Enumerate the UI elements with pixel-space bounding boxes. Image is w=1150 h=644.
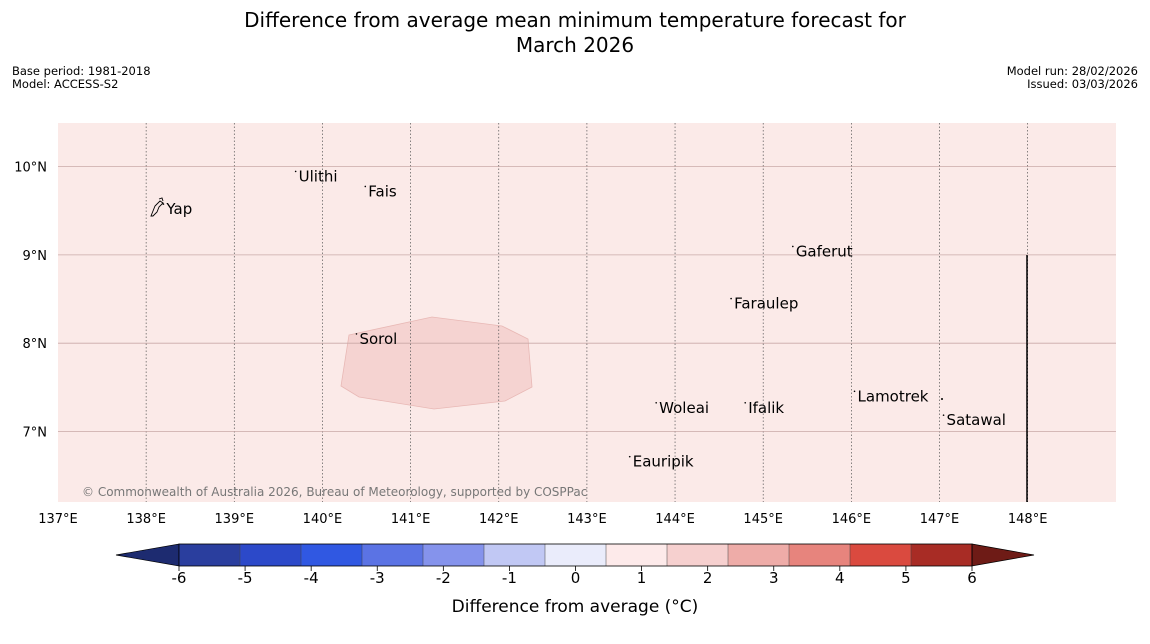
latitude-tick-labels: 7°N 8°N 9°N 10°N: [14, 161, 47, 441]
lon-tick-label: 147°E: [920, 512, 960, 527]
colorbar: -6 -5 -4 -3 -2 -1 0 1 2 3 4 5 6 Difference from aver…: [115, 543, 1035, 617]
colorbar-label: Difference from average (°C): [452, 597, 699, 617]
title-line-1: Difference from average mean minimum tem…: [244, 8, 906, 32]
colorbar-tick-label: -6: [172, 569, 187, 587]
place-label: Ifalik: [748, 399, 784, 417]
place-marker: [655, 401, 657, 404]
lon-tick-label: 143°E: [567, 512, 607, 527]
colorbar-cell: [301, 544, 363, 566]
lon-tick-label: 142°E: [479, 512, 519, 527]
lon-tick-label: 148°E: [1008, 512, 1048, 527]
colorbar-cell: [789, 544, 851, 566]
colorbar-tick-label: -5: [238, 569, 253, 587]
colorbar-cell: [423, 544, 485, 566]
colorbar-cell: [484, 544, 546, 566]
place-marker: [294, 170, 297, 173]
colorbar-cell: [179, 544, 241, 566]
place-label: Faraulep: [734, 295, 798, 313]
colorbar-tick-label: -3: [370, 569, 385, 587]
copyright-text: © Commonwealth of Australia 2026, Bureau…: [82, 485, 587, 499]
lat-tick-label: 9°N: [23, 249, 48, 264]
place-marker: [628, 455, 631, 458]
place-label: Sorol: [359, 330, 397, 348]
colorbar-tick-label: 5: [901, 569, 911, 587]
lon-tick-label: 137°E: [38, 512, 78, 527]
anomaly-region: [340, 316, 533, 410]
place-label: Ulithi: [299, 167, 338, 185]
lon-tick-label: 141°E: [391, 512, 431, 527]
place-marker: [942, 414, 945, 416]
colorbar-cell: [606, 544, 668, 566]
colorbar-under-arrow: [115, 543, 180, 567]
lon-tick-label: 144°E: [655, 512, 695, 527]
colorbar-over-arrow: [971, 543, 1035, 567]
yap-island-outline: [150, 197, 164, 217]
place-label: Gaferut: [796, 242, 853, 260]
place-marker: [853, 390, 856, 393]
colorbar-cell: [240, 544, 302, 566]
longitude-tick-labels: 137°E 138°E 139°E 140°E 141°E 142°E 143°E 144°E…: [38, 512, 1047, 527]
place-marker: [744, 401, 747, 404]
colorbar-cells: [179, 544, 973, 566]
colorbar-tick-label: 0: [571, 569, 581, 587]
place-marker: [162, 203, 165, 205]
base-period: Base period: 1981-2018: [12, 64, 151, 78]
lon-tick-label: 140°E: [303, 512, 343, 527]
colorbar-tick-label: -1: [502, 569, 517, 587]
colorbar-cell: [667, 544, 729, 566]
meta-left: Base period: 1981-2018 Model: ACCESS-S2: [12, 65, 151, 91]
title-line-2: March 2026: [515, 33, 635, 57]
colorbar-tick-label: -2: [436, 569, 451, 587]
colorbar-cell: [728, 544, 790, 566]
place-label: Yap: [165, 200, 192, 218]
lon-tick-label: 139°E: [215, 512, 255, 527]
place-label: Woleai: [659, 399, 709, 417]
issued-date: Issued: 03/03/2026: [1027, 77, 1138, 91]
colorbar-tick-label: 4: [835, 569, 845, 587]
colorbar-cell: [850, 544, 912, 566]
place-marker: [364, 185, 367, 188]
place-label: Fais: [368, 182, 397, 200]
place-label: Eauripik: [633, 453, 694, 471]
lat-tick-label: 7°N: [23, 426, 48, 441]
lat-tick-label: 8°N: [23, 337, 48, 352]
colorbar-tick-label: -4: [304, 569, 319, 587]
colorbar-tick-label: 6: [967, 569, 977, 587]
place-marker: [355, 333, 358, 335]
places-layer: Yap Ulithi Fais Gaferut Faraulep Sorol Lamotre…: [162, 167, 1006, 471]
lon-tick-label: 146°E: [832, 512, 872, 527]
model-name: Model: ACCESS-S2: [12, 77, 119, 91]
lon-tick-label: 138°E: [126, 512, 166, 527]
place-marker: [792, 245, 794, 248]
place-marker: [730, 297, 732, 300]
colorbar-cell: [545, 544, 607, 566]
lon-tick-label: 145°E: [743, 512, 783, 527]
colorbar-cell: [911, 544, 973, 566]
chart-title: Difference from average mean minimum tem…: [0, 8, 1150, 58]
map-small-dot: [941, 398, 943, 400]
meta-right: Model run: 28/02/2026 Issued: 03/03/2026: [1007, 65, 1138, 91]
colorbar-tick-label: 2: [703, 569, 713, 587]
place-label: Satawal: [947, 411, 1006, 429]
lat-tick-label: 10°N: [14, 161, 47, 176]
colorbar-ticks: -6 -5 -4 -3 -2 -1 0 1 2 3 4 5 6: [172, 566, 977, 587]
colorbar-tick-label: 1: [637, 569, 647, 587]
colorbar-tick-label: 3: [769, 569, 779, 587]
colorbar-cell: [362, 544, 424, 566]
place-label: Lamotrek: [858, 387, 929, 405]
model-run: Model run: 28/02/2026: [1006, 64, 1138, 78]
